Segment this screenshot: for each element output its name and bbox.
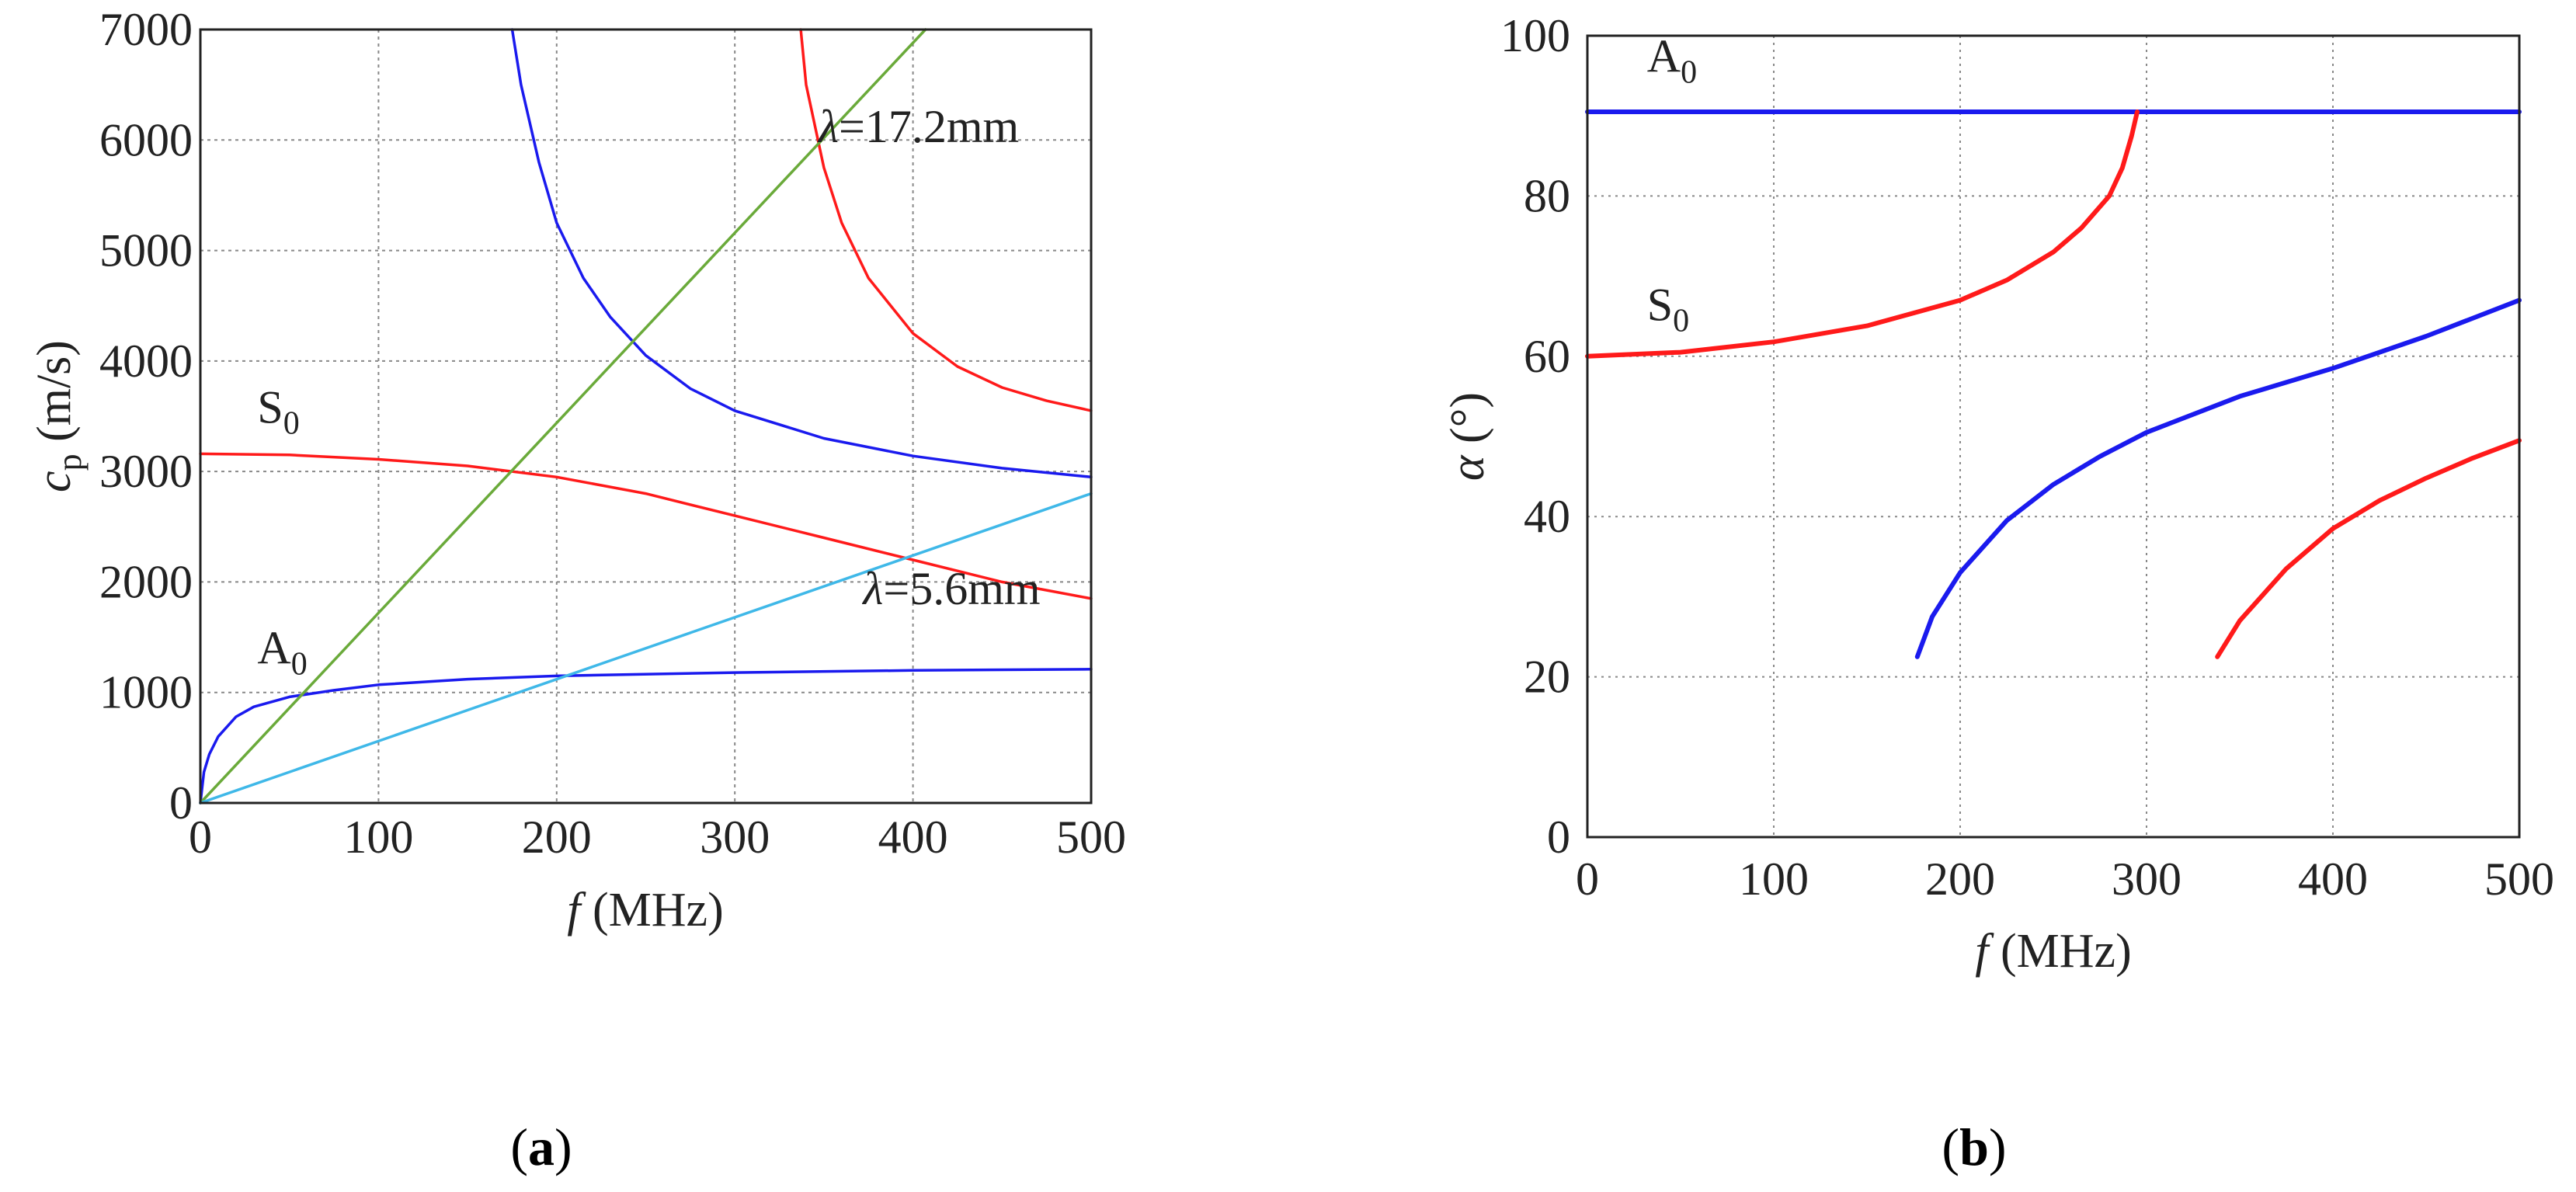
- series-line-5-6mm: [199, 492, 1093, 805]
- series-line-s1: [2215, 438, 2522, 659]
- y-tick-label: 100: [1500, 10, 1570, 61]
- subfigure-caption-a: (a): [510, 1117, 572, 1176]
- annotations-b: A0 S0: [1647, 30, 1697, 339]
- series-line-a0: [199, 668, 1093, 805]
- series-line-17-2mm: [199, 28, 927, 805]
- x-tick-label: 400: [2298, 853, 2368, 905]
- subfigure-caption-b: (b): [1942, 1117, 2006, 1176]
- x-tick-label: 100: [1739, 853, 1809, 905]
- y-tick-label: 7000: [99, 4, 193, 55]
- chart-panel-a: 0 100 200 300 400 500010002000300040005000600…: [28, 4, 1126, 1176]
- series-line-s0: [1585, 109, 2140, 359]
- x-tick-label: 200: [522, 811, 592, 863]
- y-tick-label: 2000: [99, 556, 193, 607]
- annotation-lam2: λ=5.6mm: [861, 563, 1040, 614]
- tick-labels-a: 0 100 200 300 400 500010002000300040005000600…: [99, 4, 1126, 863]
- y-tick-label: 4000: [99, 335, 193, 387]
- series-line-a1: [510, 28, 1093, 479]
- series-group-b: [1585, 109, 2522, 659]
- annotations-a: S0 A0 λ=17.2mm λ=5.6mm: [257, 101, 1040, 683]
- x-tick-label: 300: [2112, 853, 2181, 905]
- y-tick-label: 0: [1547, 811, 1570, 863]
- y-tick-label: 40: [1524, 491, 1570, 542]
- annotation-lam1: λ=17.2mm: [817, 101, 1019, 152]
- x-tick-label: 100: [343, 811, 413, 863]
- x-axis-label-b: f (MHz): [1975, 925, 2131, 978]
- y-tick-label: 1000: [99, 667, 193, 718]
- y-axis-label-b: α (°): [1441, 392, 1494, 481]
- annotation-a0: A0: [257, 623, 307, 683]
- x-tick-label: 400: [878, 811, 948, 863]
- y-tick-label: 20: [1524, 652, 1570, 703]
- y-axis-label-a: cp (m/s): [28, 340, 89, 492]
- x-tick-label: 200: [1925, 853, 1995, 905]
- annotation-a0: A0: [1647, 30, 1697, 90]
- annotation-s0: S0: [257, 382, 299, 442]
- x-tick-label: 500: [1056, 811, 1126, 863]
- y-tick-label: 3000: [99, 446, 193, 497]
- plot-frame-b: [1586, 34, 2521, 839]
- x-tick-label: 0: [189, 811, 212, 863]
- grid-a: [200, 30, 1091, 803]
- tick-labels-b: 0 100 200 300 400 500 0 20 40 60 80 100: [1500, 10, 2554, 905]
- series-line-s1: [799, 28, 1093, 412]
- chart-panel-b: 0 100 200 300 400 500 0 20 40 60 80 100 A0 S0 f (MHz…: [1441, 10, 2554, 1176]
- x-axis-label-a: f (MHz): [567, 884, 723, 937]
- series-line-s0: [199, 452, 1093, 600]
- grid-b: [1587, 36, 2519, 837]
- series-group-a: [199, 28, 1093, 805]
- y-tick-label: 5000: [99, 225, 193, 276]
- y-tick-label: 0: [169, 777, 193, 829]
- y-tick-label: 80: [1524, 170, 1570, 221]
- y-tick-label: 6000: [99, 114, 193, 165]
- series-line-a1: [1914, 297, 2522, 659]
- y-tick-label: 60: [1524, 331, 1570, 382]
- x-tick-label: 300: [700, 811, 770, 863]
- x-tick-label: 500: [2484, 853, 2554, 905]
- annotation-s0: S0: [1647, 279, 1689, 339]
- plot-frame-a: [199, 28, 1093, 805]
- x-tick-label: 0: [1576, 853, 1599, 905]
